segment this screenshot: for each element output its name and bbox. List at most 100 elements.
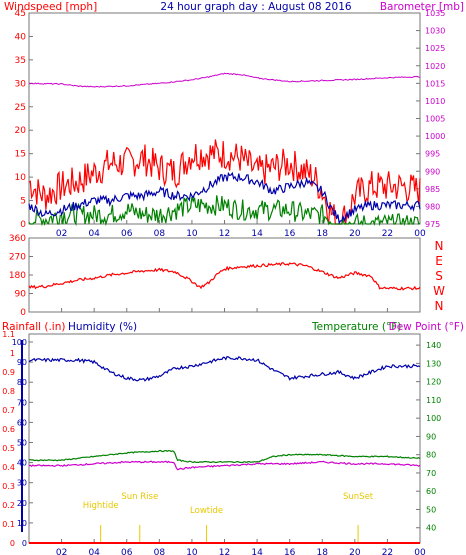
x-tick-label: 14 bbox=[251, 548, 263, 555]
baro-y-tick-label: 975 bbox=[425, 220, 440, 229]
compass-label: W bbox=[433, 284, 445, 298]
compass-label: S bbox=[435, 269, 443, 283]
temp-y-tick-label: 80 bbox=[426, 451, 436, 460]
x-tick-label: 02 bbox=[56, 229, 67, 239]
dir-y-tick-label: 360 bbox=[9, 234, 26, 244]
x-tick-label: 22 bbox=[382, 229, 393, 239]
x-tick-label: 00 bbox=[414, 548, 426, 555]
x-tick-label: 10 bbox=[186, 229, 198, 239]
dewpoint-axis-title: Dew Point (°F) bbox=[389, 321, 464, 333]
temp-y-tick-label: 120 bbox=[426, 378, 441, 387]
baro-y-tick-label: 990 bbox=[425, 167, 440, 176]
x-tick-label: 08 bbox=[154, 229, 166, 239]
baro-y-tick-label: 1015 bbox=[425, 79, 445, 88]
wind-y-tick-label: 5 bbox=[20, 197, 26, 207]
x-tick-label: 16 bbox=[284, 548, 296, 555]
rain-y-tick-label: 1.1 bbox=[2, 330, 15, 339]
dir-y-tick-label: 180 bbox=[9, 271, 26, 281]
humidity-y-tick-label: 20 bbox=[17, 499, 27, 508]
baro-y-tick-label: 980 bbox=[425, 202, 440, 211]
humidity-y-tick-label: 10 bbox=[17, 519, 27, 528]
rain-y-tick-label: 0.4 bbox=[2, 463, 15, 472]
baro-y-tick-label: 995 bbox=[425, 150, 440, 159]
humidity-y-tick-label: 40 bbox=[17, 459, 27, 468]
humidity-y-tick-label: 0 bbox=[22, 539, 27, 548]
rain-y-tick-label: 0.6 bbox=[2, 425, 15, 434]
dewpoint-line bbox=[28, 460, 421, 471]
rain-y-tick-label: 0.8 bbox=[2, 387, 15, 396]
x-tick-label: 02 bbox=[56, 548, 67, 555]
humidity-y-tick-label: 60 bbox=[17, 418, 27, 427]
x-tick-label: 10 bbox=[186, 548, 198, 555]
humidity-y-tick-label: 100 bbox=[12, 338, 27, 347]
temp-y-tick-label: 100 bbox=[426, 414, 441, 423]
wind-panel-frame bbox=[28, 12, 421, 225]
x-tick-label: 04 bbox=[88, 229, 100, 239]
x-tick-label: 22 bbox=[382, 548, 393, 555]
x-tick-label: 08 bbox=[154, 548, 166, 555]
baro-y-tick-label: 1005 bbox=[425, 115, 445, 124]
dir-y-tick-label: 90 bbox=[15, 290, 27, 300]
baro-y-tick-label: 1010 bbox=[425, 97, 445, 106]
baro-y-tick-label: 1000 bbox=[425, 132, 445, 141]
event-label: Hightide bbox=[83, 501, 119, 511]
wind-y-tick-label: 30 bbox=[15, 79, 27, 89]
x-tick-label: 16 bbox=[284, 229, 296, 239]
temperature-line bbox=[28, 449, 421, 464]
rain-y-tick-label: 1 bbox=[10, 349, 15, 358]
x-tick-label: 06 bbox=[121, 548, 133, 555]
temp-y-tick-label: 90 bbox=[426, 432, 436, 441]
baro-y-tick-label: 985 bbox=[425, 185, 440, 194]
compass-label: N bbox=[435, 299, 444, 313]
humidity-axis-title: Humidity (%) bbox=[68, 321, 137, 333]
x-tick-label: 04 bbox=[88, 548, 100, 555]
rain-y-tick-label: 0.9 bbox=[2, 368, 15, 377]
humidity-y-tick-label: 70 bbox=[17, 398, 27, 407]
humidity-y-tick-label: 50 bbox=[17, 439, 27, 448]
rain-y-tick-label: 0.3 bbox=[2, 482, 15, 491]
rainfall-axis-title: Rainfall (.in) bbox=[2, 321, 65, 333]
x-tick-label: 14 bbox=[251, 229, 263, 239]
x-tick-label: 00 bbox=[414, 229, 426, 239]
baro-y-tick-label: 1025 bbox=[425, 44, 445, 53]
windspeed-axis-title: Windspeed [mph] bbox=[4, 1, 97, 13]
temp-y-tick-label: 70 bbox=[426, 469, 436, 478]
barometer-line bbox=[28, 72, 421, 88]
temp-y-tick-label: 130 bbox=[426, 359, 441, 368]
baro-y-tick-label: 1035 bbox=[425, 9, 445, 18]
rain-y-tick-label: 0 bbox=[10, 539, 15, 548]
temp-y-tick-label: 50 bbox=[426, 505, 436, 514]
x-tick-label: 06 bbox=[121, 229, 133, 239]
wind-y-tick-label: 0 bbox=[20, 220, 26, 230]
wind-gust-line bbox=[28, 139, 421, 225]
temperature-axis-title: Temperature (°F) bbox=[311, 321, 401, 333]
baro-y-tick-label: 1030 bbox=[425, 27, 445, 36]
wind-y-tick-label: 40 bbox=[15, 32, 27, 42]
wind-average-line bbox=[28, 171, 421, 225]
x-tick-label: 18 bbox=[317, 548, 329, 555]
wind-direction-line bbox=[28, 262, 421, 291]
wind-y-tick-label: 45 bbox=[15, 9, 26, 19]
x-tick-label: 12 bbox=[219, 548, 230, 555]
humidity-y-tick-label: 30 bbox=[17, 479, 27, 488]
compass-label: N bbox=[435, 239, 444, 253]
wind-speed-line bbox=[28, 195, 421, 227]
compass-label: E bbox=[435, 254, 443, 268]
temp-y-tick-label: 60 bbox=[426, 487, 436, 496]
x-tick-label: 18 bbox=[317, 229, 329, 239]
wind-y-tick-label: 15 bbox=[15, 150, 26, 160]
dir-y-tick-label: 0 bbox=[20, 308, 26, 318]
x-tick-label: 20 bbox=[349, 229, 361, 239]
rain-y-tick-label: 0.2 bbox=[2, 501, 15, 510]
graph-page-title: 24 hour graph day : August 08 2016 bbox=[160, 1, 352, 13]
climate-panel-frame bbox=[28, 333, 421, 544]
rain-y-tick-label: 0.7 bbox=[2, 406, 15, 415]
humidity-line bbox=[28, 355, 421, 382]
wind-y-tick-label: 10 bbox=[15, 173, 27, 183]
temp-y-tick-label: 40 bbox=[426, 524, 436, 533]
rain-y-tick-label: 0.1 bbox=[2, 520, 15, 529]
wind-y-tick-label: 35 bbox=[15, 56, 26, 66]
wind-y-tick-label: 25 bbox=[15, 103, 26, 113]
